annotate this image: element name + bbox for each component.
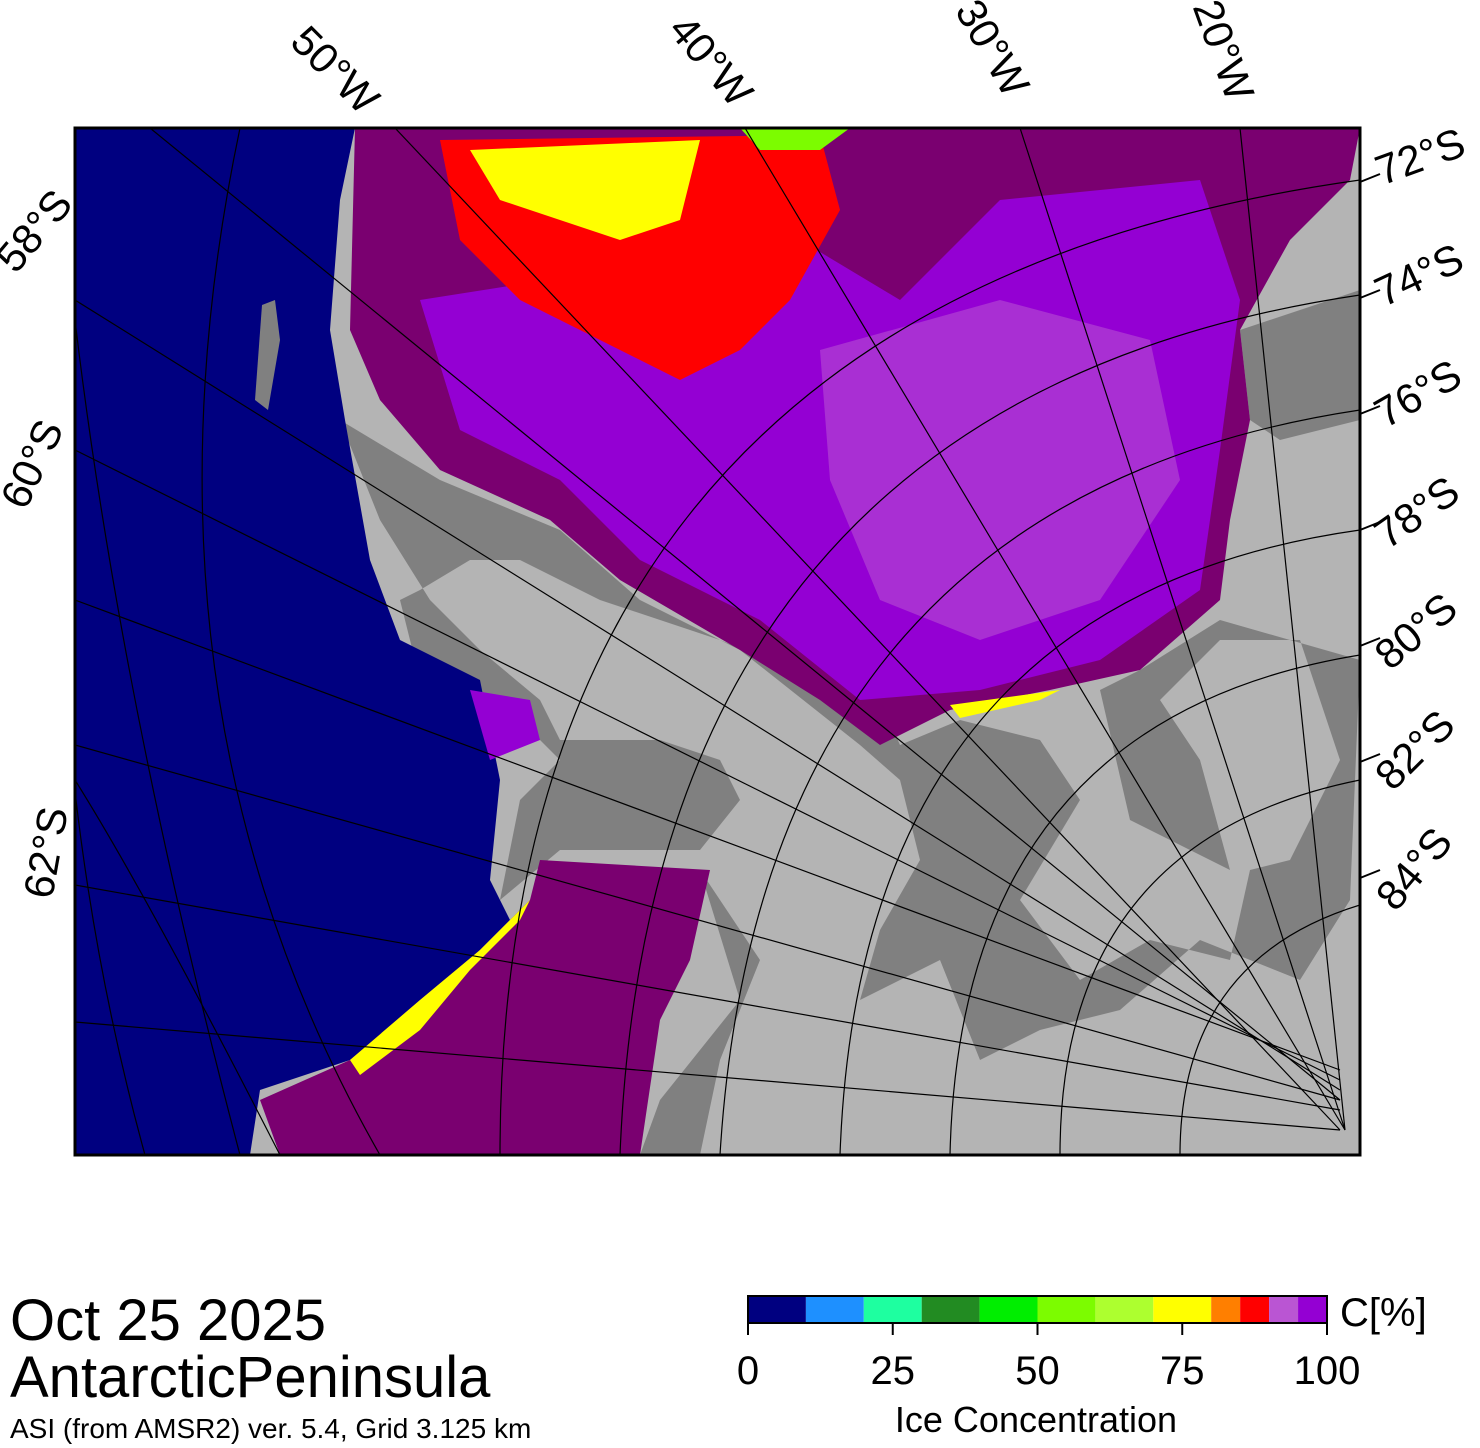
- lat-label: 80°S: [1366, 583, 1466, 678]
- colorbar-bin: [1211, 1296, 1241, 1323]
- colorbar-bin: [1153, 1296, 1212, 1323]
- lat-tick: [1359, 869, 1381, 879]
- lat-tick: [1359, 289, 1381, 299]
- colorbar-tick-label: 50: [1015, 1349, 1060, 1393]
- colorbar-bin: [979, 1296, 1038, 1323]
- lat-label: 76°S: [1366, 350, 1469, 436]
- colorbar-tick-label: 25: [871, 1349, 916, 1393]
- colorbar-bin: [863, 1296, 922, 1323]
- lat-label: 72°S: [1369, 119, 1471, 194]
- colorbar-tick-label: 75: [1160, 1349, 1205, 1393]
- lat-label: 78°S: [1366, 467, 1468, 558]
- map: [75, 128, 1360, 1155]
- colorbar-tick-label: 100: [1294, 1349, 1361, 1393]
- source: ASI (from AMSR2) ver. 5.4, Grid 3.125 km: [10, 1413, 531, 1444]
- map-frame: [73, 126, 1362, 1157]
- date: Oct 25 2025: [10, 1288, 326, 1353]
- colorbar-bin: [1240, 1296, 1270, 1323]
- lat-tick: [1359, 637, 1381, 647]
- colorbar-bin: [921, 1296, 980, 1323]
- colorbar-tick-label: 0: [737, 1349, 759, 1393]
- lon-label: 20°W: [1184, 0, 1264, 107]
- lat-label: 84°S: [1366, 819, 1461, 919]
- colorbar-bin: [1037, 1296, 1096, 1323]
- colorbar-label: Ice Concentration: [895, 1399, 1177, 1440]
- colorbar-bin: [1269, 1296, 1299, 1323]
- colorbar-bin: [748, 1296, 806, 1323]
- lon-label: 50°W: [282, 17, 388, 123]
- lat-tick: [1359, 173, 1381, 183]
- lat-label: 60°S: [0, 412, 72, 515]
- lon-label: 30°W: [946, 0, 1038, 104]
- lat-tick: [1359, 753, 1381, 763]
- colorbar-unit: C[%]: [1340, 1291, 1427, 1335]
- lat-label: 82°S: [1366, 701, 1464, 799]
- lat-tick: [1359, 521, 1381, 531]
- colorbar-bin: [1298, 1296, 1327, 1323]
- lat-label: 58°S: [0, 181, 81, 281]
- colorbar-bin: [1095, 1296, 1154, 1323]
- colorbar: 0 25 50 75 100: [737, 1295, 1361, 1393]
- lat-tick: [1359, 405, 1381, 415]
- lon-label: 40°W: [660, 6, 763, 116]
- graticule: [75, 128, 1360, 1155]
- lat-label: 62°S: [15, 803, 77, 901]
- lat-label: 74°S: [1367, 234, 1470, 315]
- region: AntarcticPeninsula: [10, 1345, 491, 1410]
- colorbar-bin: [805, 1296, 864, 1323]
